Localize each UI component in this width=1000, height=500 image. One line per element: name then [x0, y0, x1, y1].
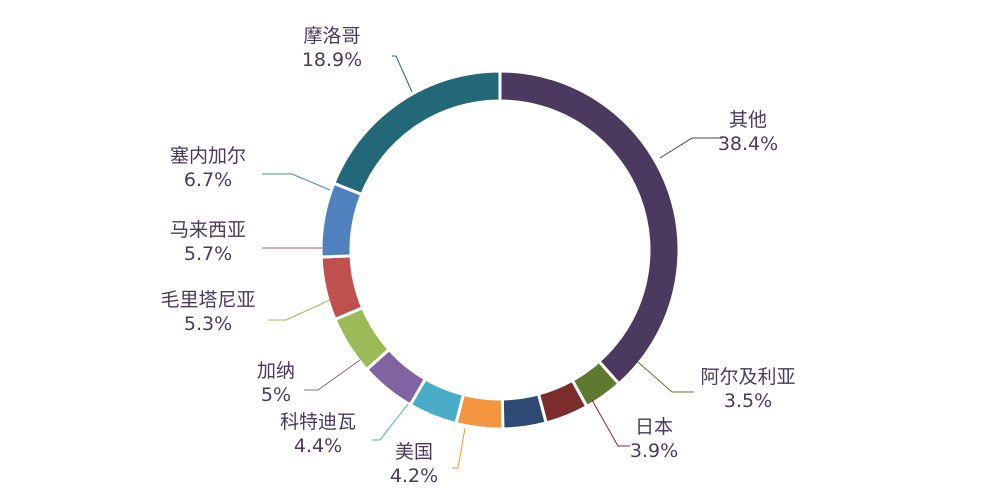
slice-value-label-8: 6.7%	[184, 169, 232, 191]
slice-value-label-0: 38.4%	[718, 133, 778, 155]
leader-line-1	[637, 361, 694, 393]
slice-value-label-3: 4.2%	[390, 465, 438, 487]
slice-name-label-9: 摩洛哥	[303, 25, 360, 47]
slice-value-label-9: 18.9%	[302, 49, 362, 71]
donut-slices	[319, 69, 681, 431]
slice-name-label-2: 日本	[635, 416, 673, 438]
slice-malaixiya	[319, 254, 365, 322]
leader-line-6	[268, 299, 331, 321]
slice-name-label-4: 科特迪瓦	[280, 411, 356, 433]
leader-line-2	[591, 399, 630, 447]
slice-value-label-4: 4.4%	[294, 435, 342, 457]
slice-saineijiaer	[319, 181, 364, 259]
slice-name-label-5: 加纳	[257, 360, 295, 382]
slice-name-label-8: 塞内加尔	[170, 145, 246, 167]
slice-name-label-3: 美国	[395, 441, 433, 463]
leader-lines	[262, 55, 722, 469]
leader-line-3	[452, 427, 466, 469]
slice-navy	[500, 392, 549, 431]
leader-line-4	[372, 403, 409, 441]
slice-value-label-6: 5.3%	[184, 313, 232, 335]
slice-name-label-6: 毛里塔尼亚	[160, 289, 255, 311]
slice-value-label-5: 5%	[261, 384, 291, 406]
leader-line-9	[392, 55, 413, 93]
slice-value-label-2: 3.9%	[630, 440, 678, 462]
slice-name-label-1: 阿尔及利亚	[700, 366, 795, 388]
slice-moluoge	[331, 69, 502, 197]
slice-name-label-7: 马来西亚	[170, 219, 246, 241]
slice-value-label-1: 3.5%	[724, 390, 772, 412]
slice-name-label-0: 其他	[729, 109, 767, 131]
slice-value-label-7: 5.7%	[184, 243, 232, 265]
leader-line-8	[262, 173, 331, 191]
leader-line-0	[659, 137, 722, 159]
leader-line-5	[304, 359, 361, 391]
slice-qita	[498, 69, 681, 386]
